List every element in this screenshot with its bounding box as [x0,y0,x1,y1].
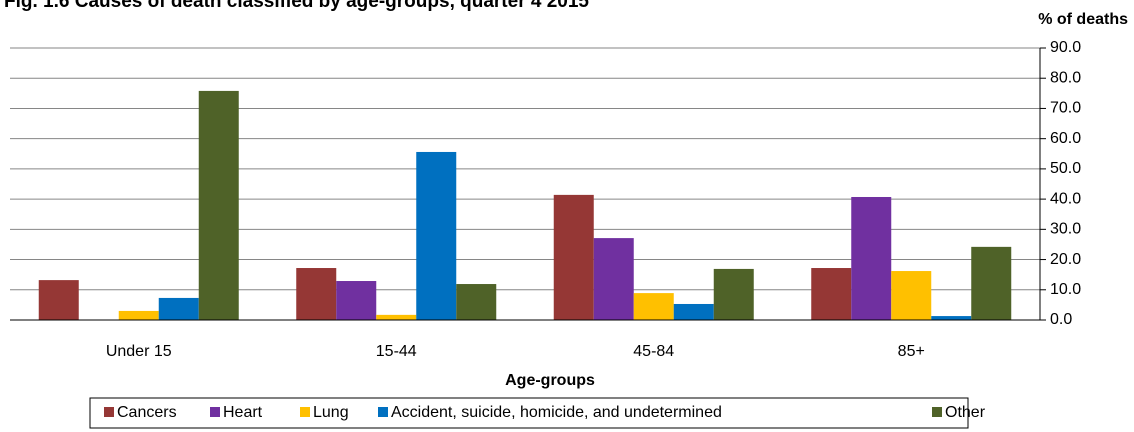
y-tick-label: 60.0 [1050,130,1081,147]
legend-swatch [378,407,388,417]
bar [931,316,972,320]
x-tick-label: 15-44 [376,343,417,360]
bar [158,297,199,320]
x-tick-label: 45-84 [633,343,674,360]
bar [553,194,594,320]
bar [416,151,457,320]
bar [198,90,239,320]
legend-label: Other [945,404,986,421]
y-tick-label: 10.0 [1050,281,1081,298]
legend-swatch [300,407,310,417]
y-tick-label: 70.0 [1050,100,1081,117]
bar [673,303,714,320]
legend-swatch [104,407,114,417]
legend-label: Cancers [117,404,177,421]
legend-swatch [210,407,220,417]
bar [456,284,497,320]
chart-title: Fig. 1.6 Causes of death classified by a… [4,0,589,12]
bar [118,310,159,320]
legend-label: Lung [313,404,349,421]
bar [971,246,1012,320]
bar [713,268,754,320]
legend-swatch [932,407,942,417]
legend-label: Accident, suicide, homicide, and undeter… [391,404,722,421]
y-tick-label: 50.0 [1050,160,1081,177]
bar [593,238,634,320]
x-tick-label: Under 15 [106,343,172,360]
bar [891,271,932,320]
y-tick-label: 0.0 [1050,311,1072,328]
bar [38,280,79,320]
legend-label: Heart [223,404,263,421]
bar [851,196,892,320]
y-tick-label: 40.0 [1050,190,1081,207]
y-tick-label: 90.0 [1050,39,1081,56]
bar [336,281,377,320]
bar [633,293,674,320]
x-tick-label: 85+ [898,343,925,360]
y-tick-label: 20.0 [1050,251,1081,268]
y-axis-title: % of deaths [1038,11,1128,28]
x-axis-title: Age-groups [505,372,595,389]
legend-box [89,397,969,429]
y-tick-label: 30.0 [1050,221,1081,238]
bar [376,314,417,320]
y-tick-label: 80.0 [1050,69,1081,86]
bar [296,268,337,320]
bar [811,268,852,320]
